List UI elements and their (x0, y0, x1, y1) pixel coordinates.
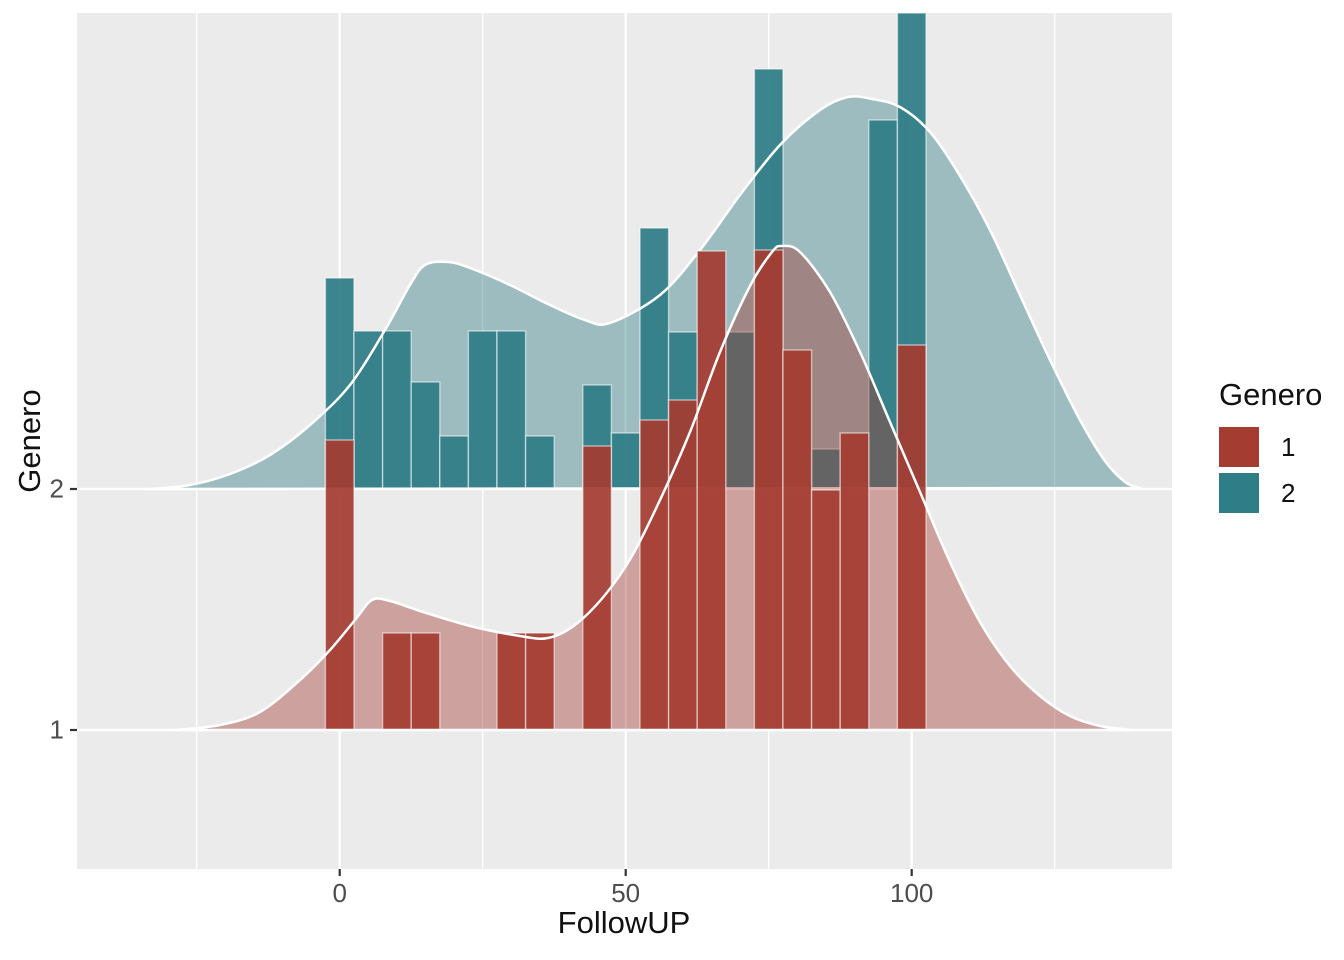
histogram-bar-g1-x45 (582, 445, 613, 731)
y-axis-title: Genero (12, 389, 47, 493)
histogram-bar-g1-x65 (696, 250, 727, 731)
histogram-bar-g1-x85 (810, 489, 841, 731)
legend-swatch-2 (1219, 473, 1259, 513)
histogram-bar-g1-x35 (524, 632, 555, 731)
histogram-bar-g1-x60 (667, 399, 698, 731)
histogram-bar-g1-x55 (639, 419, 670, 731)
histogram-bar-g2-x5 (353, 330, 384, 490)
histogram-bar-g2-x20 (439, 435, 470, 490)
x-tick-label-100: 100 (889, 878, 934, 908)
legend-label-1: 1 (1281, 431, 1296, 462)
histogram-bar-g2-x35 (524, 435, 555, 490)
legend-item-1: 1 (1219, 427, 1322, 467)
histogram-bar-g2-x15 (410, 381, 441, 490)
histogram-bar-g1-x15 (410, 632, 441, 731)
legend-title: Genero (1219, 377, 1323, 412)
legend-item-2: 2 (1219, 473, 1322, 513)
y-tick-label-1: 1 (49, 714, 64, 745)
density-outline-2 (148, 95, 1142, 491)
legend-label-2: 2 (1281, 477, 1296, 508)
density-area-1 (175, 245, 1132, 730)
x-tick-label-0: 0 (332, 878, 347, 908)
y-tick-label-2: 2 (49, 473, 64, 504)
density-outline-1 (173, 244, 1134, 732)
histogram-bar-g1-x100 (896, 344, 927, 731)
ridge-group-1 (173, 244, 1134, 732)
histogram-bar-g2-x25 (467, 330, 498, 490)
histogram-bar-g1-x30 (496, 632, 527, 731)
histogram-bar-g1-x80 (782, 349, 813, 731)
x-axis-title: FollowUP (557, 905, 691, 940)
legend-swatch-1 (1219, 427, 1259, 467)
histogram-bar-g2-x10 (381, 330, 412, 490)
histogram-bar-g1-x10 (381, 632, 412, 731)
histogram-bar-g1-x0 (324, 439, 355, 731)
histogram-bar-g1-x90 (839, 432, 870, 731)
x-tick-label-50: 50 (611, 878, 641, 908)
histogram-bar-g2-x30 (496, 330, 527, 490)
histogram-bar-g1-x75 (753, 249, 784, 731)
histogram-bar-g2-x50 (610, 432, 641, 490)
